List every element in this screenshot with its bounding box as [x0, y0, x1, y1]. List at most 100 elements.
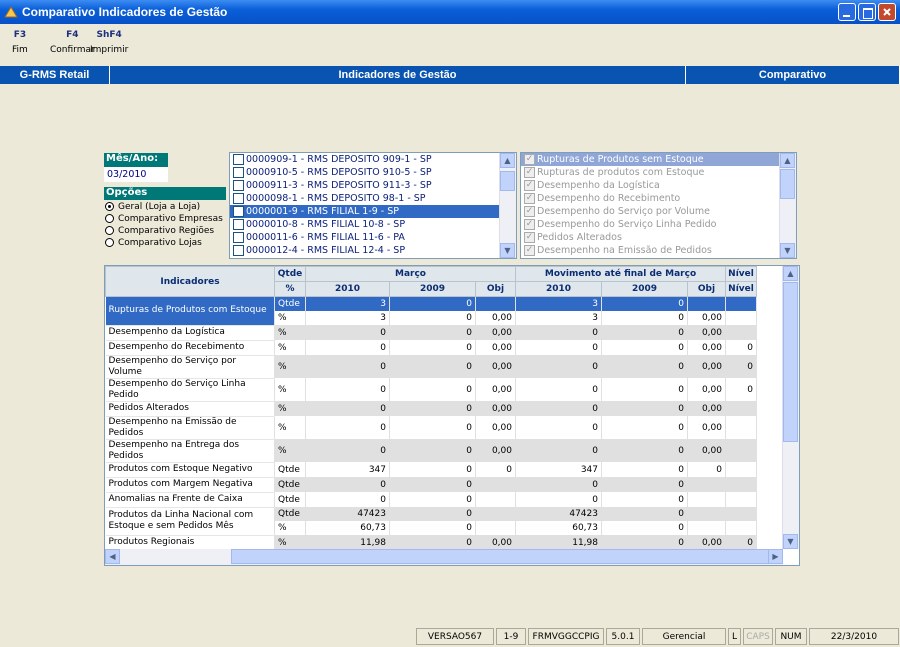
- value-cell: 0,00: [475, 416, 516, 439]
- empty-cell: [725, 439, 757, 462]
- indicator-name: Produtos Regionais: [105, 535, 275, 551]
- table-row[interactable]: Produtos da Linha Nacional com Estoque e…: [105, 507, 757, 536]
- radio-option[interactable]: Geral (Loja a Loja): [104, 201, 228, 213]
- minimize-button[interactable]: [838, 3, 856, 21]
- value-cell: 0: [515, 401, 602, 416]
- shortcut-label: Confirmar: [50, 45, 95, 55]
- value-cell: 0: [389, 416, 476, 439]
- value-cell: 0: [725, 340, 757, 355]
- value-cell: 0: [389, 340, 476, 355]
- list-item[interactable]: ✓ Desempenho do Serviço por Volume: [521, 205, 779, 218]
- table-row[interactable]: Produtos Regionais% 11,98 0 0,00 11,98 0 0,00 0: [105, 535, 757, 551]
- toolbar-button[interactable]: F3 Fim: [12, 30, 28, 55]
- empty-cell: [687, 521, 726, 535]
- column-header: Março: [305, 266, 516, 282]
- unit-cell: Qtde: [274, 462, 306, 477]
- unit-cell: %: [274, 439, 306, 462]
- options-group: Geral (Loja a Loja) Comparativo Empresas C…: [104, 201, 228, 249]
- list-item[interactable]: ✓ Rupturas de Produtos sem Estoque: [521, 153, 779, 166]
- value-cell: 0: [601, 340, 688, 355]
- table-row[interactable]: Produtos com Estoque Negativo Qtde 347 0 0 34…: [105, 462, 757, 478]
- table-row[interactable]: % 3 0 0,00 3 0 0,00: [106, 311, 757, 325]
- list-items: 0000909-1 - RMS DEPOSITO 909-1 - SP 00009…: [230, 153, 499, 257]
- empty-cell: [725, 521, 757, 535]
- value-cell: 60,73: [305, 521, 390, 535]
- options-label: Opções: [104, 187, 226, 200]
- table-row[interactable]: Desempenho na Emissão de Pedidos% 0 0 0,00 0…: [105, 416, 757, 440]
- table-row[interactable]: Desempenho da Logística% 0 0 0,00 0 0 0,00: [105, 325, 757, 341]
- checkbox: [233, 245, 244, 256]
- list-item[interactable]: ✓ 0000001-9 - RMS FILIAL 1-9 - SP: [230, 205, 499, 218]
- list-item[interactable]: ✓ Rupturas de produtos com Estoque: [521, 166, 779, 179]
- list-text: 0000001-9 - RMS FILIAL 1-9 - SP: [246, 206, 400, 217]
- empty-cell: [725, 477, 757, 492]
- value-cell: 0: [389, 535, 476, 550]
- list-item[interactable]: ✓ Desempenho do Recebimento: [521, 192, 779, 205]
- list-item[interactable]: 0000011-6 - RMS FILIAL 11-6 - PA: [230, 231, 499, 244]
- empty-cell: [725, 296, 757, 311]
- indicator-name: Desempenho da Logística: [105, 325, 275, 341]
- list-item[interactable]: 0000909-1 - RMS DEPOSITO 909-1 - SP: [230, 153, 499, 166]
- radio-option[interactable]: Comparativo Lojas: [104, 237, 228, 249]
- toolbar-button[interactable]: ShF4 Imprimir: [90, 30, 128, 55]
- empty-cell: [687, 477, 726, 492]
- list-item[interactable]: ✓ Pedidos Alterados: [521, 231, 779, 244]
- table-row[interactable]: Rupturas de Produtos com Estoque Qtde 3 0 3 0: [105, 296, 757, 326]
- table-row[interactable]: % 60,73 0 60,73 0: [106, 521, 757, 535]
- unit-cell: Qtde: [274, 507, 306, 521]
- unit-cell: %: [274, 416, 306, 439]
- store-list: ▲ ▼ 0000909-1 - RMS DEPOSITO 909-1 - SP 00…: [229, 152, 517, 259]
- empty-cell: [725, 325, 757, 340]
- value-cell: 0: [305, 355, 390, 378]
- column-header: Qtde: [274, 266, 306, 282]
- table-row[interactable]: Anomalias na Frente de Caixa Qtde 0 0 0 0: [105, 492, 757, 508]
- value-cell: 0: [389, 296, 476, 311]
- radio-option[interactable]: Comparativo Empresas: [104, 213, 228, 225]
- list-item[interactable]: ✓ Desempenho na Emissão de Pedidos: [521, 244, 779, 257]
- value-cell: 0: [515, 439, 602, 462]
- table-row[interactable]: Desempenho do Serviço Linha Pedido% 0 0 0,0…: [105, 378, 757, 402]
- list-item[interactable]: 0000910-5 - RMS DEPOSITO 910-5 - SP: [230, 166, 499, 179]
- value-cell: 0: [601, 416, 688, 439]
- table-row[interactable]: Desempenho do Recebimento% 0 0 0,00 0 0 0,00 0: [105, 340, 757, 356]
- table-row[interactable]: Produtos com Margem Negativa Qtde 0 0 0 0: [105, 477, 757, 493]
- value-cell: 0: [725, 355, 757, 378]
- shortcut-key: ShF4: [96, 30, 122, 40]
- value-cell: 0: [515, 477, 602, 492]
- list-item[interactable]: 0000911-3 - RMS DEPOSITO 911-3 - SP: [230, 179, 499, 192]
- radio-label: Geral (Loja a Loja): [118, 202, 201, 212]
- checkbox: ✓: [524, 193, 535, 204]
- empty-cell: [475, 492, 516, 507]
- checkbox: [233, 219, 244, 230]
- value-cell: 3: [305, 296, 390, 311]
- table-row[interactable]: Desempenho do Serviço por Volume% 0 0 0,00 0…: [105, 355, 757, 379]
- period-field[interactable]: 03/2010: [104, 167, 168, 182]
- list-text: Desempenho da Logística: [537, 180, 660, 191]
- close-button[interactable]: [878, 3, 896, 21]
- indicator-name: Produtos com Estoque Negativo: [105, 462, 275, 478]
- value-cell: 0,00: [687, 535, 726, 550]
- shortcut-label: Fim: [12, 45, 28, 55]
- empty-cell: [725, 507, 757, 521]
- list-item[interactable]: 0000010-8 - RMS FILIAL 10-8 - SP: [230, 218, 499, 231]
- value-cell: 0,00: [687, 340, 726, 355]
- list-items: ✓ Rupturas de Produtos sem Estoque ✓ Ruptur…: [521, 153, 779, 257]
- toolbar-button[interactable]: F4 Confirmar: [50, 30, 95, 55]
- value-cell: 47423: [305, 507, 390, 521]
- radio-option[interactable]: Comparativo Regiões: [104, 225, 228, 237]
- empty-cell: [725, 492, 757, 507]
- column-subheader: %: [274, 281, 306, 297]
- value-cell: 0: [389, 477, 476, 492]
- list-item[interactable]: 0000012-4 - RMS FILIAL 12-4 - SP: [230, 244, 499, 257]
- list-text: 0000911-3 - RMS DEPOSITO 911-3 - SP: [246, 180, 432, 191]
- list-item[interactable]: ✓ Desempenho do Serviço Linha Pedido: [521, 218, 779, 231]
- list-item[interactable]: 0000098-1 - RMS DEPOSITO 98-1 - SP: [230, 192, 499, 205]
- indicator-list: ▲ ▼ ✓ Rupturas de Produtos sem Estoque ✓ Rup…: [520, 152, 797, 259]
- checkbox: ✓: [524, 232, 535, 243]
- table-row[interactable]: Desempenho na Entrega dos Pedidos% 0 0 0,00…: [105, 439, 757, 463]
- unit-cell: %: [274, 311, 306, 325]
- maximize-button[interactable]: [858, 3, 876, 21]
- table-row[interactable]: Pedidos Alterados% 0 0 0,00 0 0 0,00: [105, 401, 757, 417]
- list-item[interactable]: ✓ Desempenho da Logística: [521, 179, 779, 192]
